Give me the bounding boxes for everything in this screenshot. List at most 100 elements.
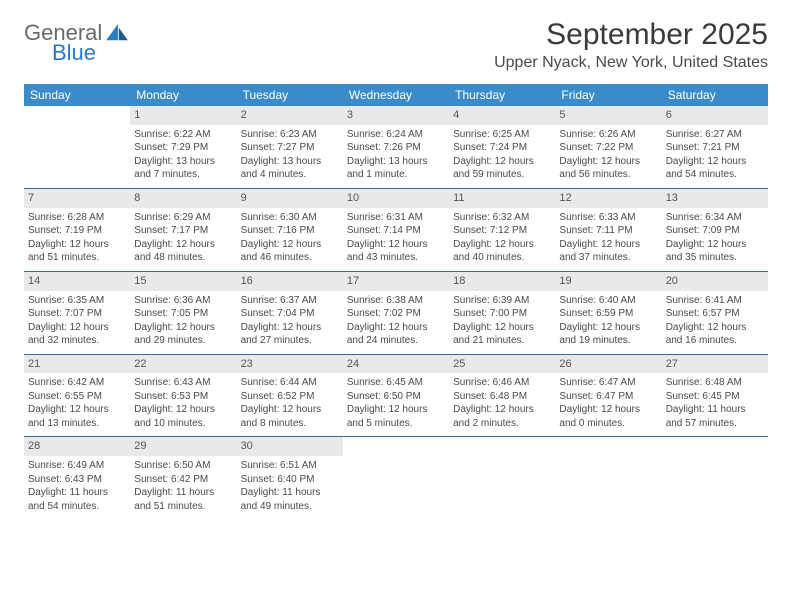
sunrise-text: Sunrise: 6:42 AM bbox=[28, 376, 126, 390]
daylight-text: Daylight: 12 hours and 13 minutes. bbox=[28, 403, 126, 430]
daylight-text: Daylight: 12 hours and 54 minutes. bbox=[666, 155, 764, 182]
calendar-day-cell: 15Sunrise: 6:36 AMSunset: 7:05 PMDayligh… bbox=[130, 271, 236, 354]
calendar-day-cell bbox=[343, 437, 449, 519]
calendar-week-row: 14Sunrise: 6:35 AMSunset: 7:07 PMDayligh… bbox=[24, 271, 768, 354]
daylight-text: Daylight: 12 hours and 21 minutes. bbox=[453, 321, 551, 348]
calendar-day-cell: 14Sunrise: 6:35 AMSunset: 7:07 PMDayligh… bbox=[24, 271, 130, 354]
sunrise-text: Sunrise: 6:38 AM bbox=[347, 294, 445, 308]
calendar-week-row: 21Sunrise: 6:42 AMSunset: 6:55 PMDayligh… bbox=[24, 354, 768, 437]
day-number: 15 bbox=[130, 272, 236, 291]
sunset-text: Sunset: 7:26 PM bbox=[347, 141, 445, 155]
sunset-text: Sunset: 6:45 PM bbox=[666, 390, 764, 404]
sunrise-text: Sunrise: 6:36 AM bbox=[134, 294, 232, 308]
day-number: 18 bbox=[449, 272, 555, 291]
day-number: 17 bbox=[343, 272, 449, 291]
sunrise-text: Sunrise: 6:30 AM bbox=[241, 211, 339, 225]
sunrise-text: Sunrise: 6:39 AM bbox=[453, 294, 551, 308]
calendar-day-cell: 28Sunrise: 6:49 AMSunset: 6:43 PMDayligh… bbox=[24, 437, 130, 519]
day-number: 8 bbox=[130, 189, 236, 208]
sunrise-text: Sunrise: 6:26 AM bbox=[559, 128, 657, 142]
calendar-day-cell: 1Sunrise: 6:22 AMSunset: 7:29 PMDaylight… bbox=[130, 106, 236, 188]
daylight-text: Daylight: 12 hours and 56 minutes. bbox=[559, 155, 657, 182]
day-number: 23 bbox=[237, 355, 343, 374]
calendar-day-cell: 26 Sunrise: 6:47 AMSunset: 6:47 PMDayligh… bbox=[555, 354, 661, 437]
calendar-day-cell: 6Sunrise: 6:27 AMSunset: 7:21 PMDaylight… bbox=[662, 106, 768, 188]
sunrise-text: Sunrise: 6:31 AM bbox=[347, 211, 445, 225]
daylight-text: Daylight: 12 hours and 32 minutes. bbox=[28, 321, 126, 348]
daylight-text: Daylight: 12 hours and 24 minutes. bbox=[347, 321, 445, 348]
calendar-day-cell: 11Sunrise: 6:32 AMSunset: 7:12 PMDayligh… bbox=[449, 188, 555, 271]
calendar-day-cell: 21 Sunrise: 6:42 AMSunset: 6:55 PMDayligh… bbox=[24, 354, 130, 437]
sunrise-text: Sunrise: 6:49 AM bbox=[28, 459, 126, 473]
weekday-header: Sunday bbox=[24, 84, 130, 106]
calendar-day-cell: 22Sunrise: 6:43 AMSunset: 6:53 PMDayligh… bbox=[130, 354, 236, 437]
calendar-day-cell bbox=[449, 437, 555, 519]
sunset-text: Sunset: 7:17 PM bbox=[134, 224, 232, 238]
daylight-text: Daylight: 12 hours and 46 minutes. bbox=[241, 238, 339, 265]
sunrise-text: Sunrise: 6:37 AM bbox=[241, 294, 339, 308]
calendar-day-cell: 25Sunrise: 6:46 AMSunset: 6:48 PMDayligh… bbox=[449, 354, 555, 437]
calendar-table: SundayMondayTuesdayWednesdayThursdayFrid… bbox=[24, 84, 768, 519]
day-number: 3 bbox=[343, 106, 449, 125]
sunset-text: Sunset: 6:59 PM bbox=[559, 307, 657, 321]
daylight-text: Daylight: 11 hours and 49 minutes. bbox=[241, 486, 339, 513]
day-number: 21 bbox=[24, 355, 130, 374]
daylight-text: Daylight: 12 hours and 5 minutes. bbox=[347, 403, 445, 430]
daylight-text: Daylight: 12 hours and 37 minutes. bbox=[559, 238, 657, 265]
day-number: 4 bbox=[449, 106, 555, 125]
sunrise-text: Sunrise: 6:47 AM bbox=[559, 376, 657, 390]
calendar-day-cell: 27Sunrise: 6:48 AMSunset: 6:45 PMDayligh… bbox=[662, 354, 768, 437]
sunset-text: Sunset: 6:53 PM bbox=[134, 390, 232, 404]
sunset-text: Sunset: 7:14 PM bbox=[347, 224, 445, 238]
sunrise-text: Sunrise: 6:45 AM bbox=[347, 376, 445, 390]
calendar-day-cell: 17 Sunrise: 6:38 AMSunset: 7:02 PMDayligh… bbox=[343, 271, 449, 354]
sunrise-text: Sunrise: 6:33 AM bbox=[559, 211, 657, 225]
day-number: 28 bbox=[24, 437, 130, 456]
sunset-text: Sunset: 7:11 PM bbox=[559, 224, 657, 238]
sunrise-text: Sunrise: 6:22 AM bbox=[134, 128, 232, 142]
brand-text: General Blue bbox=[24, 22, 102, 64]
day-number: 9 bbox=[237, 189, 343, 208]
daylight-text: Daylight: 12 hours and 2 minutes. bbox=[453, 403, 551, 430]
sunrise-text: Sunrise: 6:32 AM bbox=[453, 211, 551, 225]
sunset-text: Sunset: 6:55 PM bbox=[28, 390, 126, 404]
sunrise-text: Sunrise: 6:28 AM bbox=[28, 211, 126, 225]
brand-logo: General Blue bbox=[24, 18, 128, 64]
sunset-text: Sunset: 7:16 PM bbox=[241, 224, 339, 238]
sunset-text: Sunset: 6:47 PM bbox=[559, 390, 657, 404]
sunrise-text: Sunrise: 6:41 AM bbox=[666, 294, 764, 308]
calendar-day-cell: 20Sunrise: 6:41 AMSunset: 6:57 PMDayligh… bbox=[662, 271, 768, 354]
daylight-text: Daylight: 12 hours and 29 minutes. bbox=[134, 321, 232, 348]
day-number: 12 bbox=[555, 189, 661, 208]
sunrise-text: Sunrise: 6:34 AM bbox=[666, 211, 764, 225]
daylight-text: Daylight: 13 hours and 1 minute. bbox=[347, 155, 445, 182]
day-number: 26 bbox=[555, 355, 661, 374]
calendar-day-cell: 3Sunrise: 6:24 AMSunset: 7:26 PMDaylight… bbox=[343, 106, 449, 188]
sunrise-text: Sunrise: 6:46 AM bbox=[453, 376, 551, 390]
daylight-text: Daylight: 12 hours and 10 minutes. bbox=[134, 403, 232, 430]
sunset-text: Sunset: 7:29 PM bbox=[134, 141, 232, 155]
sunset-text: Sunset: 7:19 PM bbox=[28, 224, 126, 238]
calendar-day-cell bbox=[555, 437, 661, 519]
title-block: September 2025 Upper Nyack, New York, Un… bbox=[494, 18, 768, 72]
sunset-text: Sunset: 7:24 PM bbox=[453, 141, 551, 155]
calendar-week-row: 1Sunrise: 6:22 AMSunset: 7:29 PMDaylight… bbox=[24, 106, 768, 188]
day-number: 2 bbox=[237, 106, 343, 125]
sail-icon bbox=[106, 24, 128, 42]
sunset-text: Sunset: 6:40 PM bbox=[241, 473, 339, 487]
sunset-text: Sunset: 7:09 PM bbox=[666, 224, 764, 238]
calendar-header-row: SundayMondayTuesdayWednesdayThursdayFrid… bbox=[24, 84, 768, 106]
sunset-text: Sunset: 6:43 PM bbox=[28, 473, 126, 487]
day-number: 11 bbox=[449, 189, 555, 208]
daylight-text: Daylight: 11 hours and 51 minutes. bbox=[134, 486, 232, 513]
sunset-text: Sunset: 7:00 PM bbox=[453, 307, 551, 321]
calendar-day-cell: 19Sunrise: 6:40 AMSunset: 6:59 PMDayligh… bbox=[555, 271, 661, 354]
sunset-text: Sunset: 7:02 PM bbox=[347, 307, 445, 321]
sunrise-text: Sunrise: 6:27 AM bbox=[666, 128, 764, 142]
daylight-text: Daylight: 12 hours and 0 minutes. bbox=[559, 403, 657, 430]
sunset-text: Sunset: 7:27 PM bbox=[241, 141, 339, 155]
calendar-day-cell: 8Sunrise: 6:29 AMSunset: 7:17 PMDaylight… bbox=[130, 188, 236, 271]
weekday-header: Tuesday bbox=[237, 84, 343, 106]
calendar-day-cell: 7Sunrise: 6:28 AMSunset: 7:19 PMDaylight… bbox=[24, 188, 130, 271]
sunset-text: Sunset: 6:42 PM bbox=[134, 473, 232, 487]
